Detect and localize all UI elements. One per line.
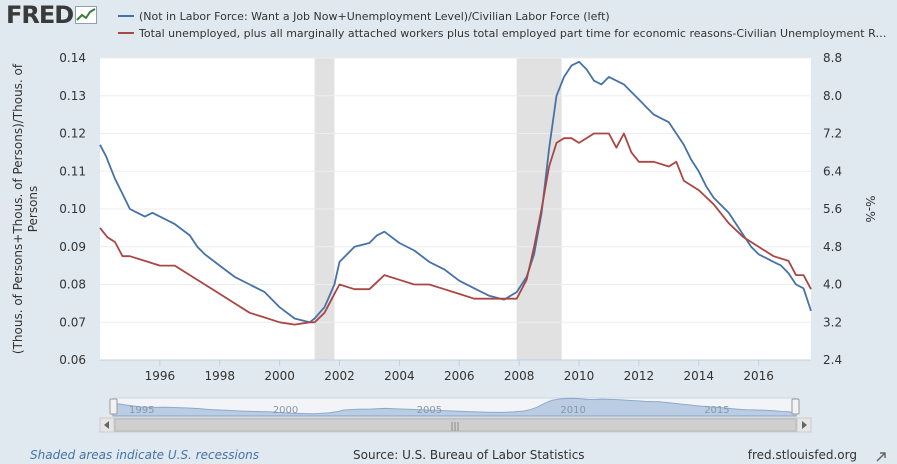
logo-graph-icon bbox=[75, 6, 98, 24]
navigator-year-label: 1995 bbox=[129, 405, 154, 416]
y-axis-left-label-line-1: (Thous. of Persons+Thous. of Persons)/Th… bbox=[11, 63, 25, 354]
fred-logo[interactable]: FRED bbox=[6, 1, 98, 29]
y-left-tick-label: 0.08 bbox=[59, 278, 86, 292]
y-left-tick-label: 0.13 bbox=[59, 89, 86, 103]
y-axis-left-label-line-2: Persons bbox=[26, 186, 40, 233]
range-navigator[interactable]: 1995 2000 2005 2010 2015 ||| bbox=[99, 397, 812, 433]
y-right-tick-label: 3.2 bbox=[823, 315, 842, 329]
x-tick-label: 2000 bbox=[264, 369, 295, 383]
y-right-tick-label: 5.6 bbox=[823, 202, 842, 216]
y-right-tick-label: 7.2 bbox=[823, 127, 842, 141]
y-axis-left-label: (Thous. of Persons+Thous. of Persons)/Th… bbox=[11, 63, 40, 354]
navigator-area bbox=[112, 397, 797, 417]
y-left-tick-label: 0.07 bbox=[59, 315, 86, 329]
scroll-left-arrow-icon bbox=[104, 421, 109, 429]
fred-url-link[interactable]: fred.stlouisfed.org bbox=[747, 448, 857, 462]
x-tick-label: 2014 bbox=[683, 369, 714, 383]
source-text: Source: U.S. Bureau of Labor Statistics bbox=[353, 448, 585, 462]
expand-icon[interactable] bbox=[875, 451, 887, 463]
y-left-tick-label: 0.09 bbox=[59, 240, 86, 254]
y-right-tick-label: 6.4 bbox=[823, 164, 842, 178]
y-left-tick-label: 0.10 bbox=[59, 202, 86, 216]
navigator-handle-right[interactable] bbox=[791, 398, 800, 415]
scrollbar-grip: ||| bbox=[450, 422, 459, 432]
series-line-2 bbox=[99, 132, 812, 326]
y-axis-right-label: %-% bbox=[863, 195, 877, 222]
y-right-tick-label: 4.8 bbox=[823, 240, 842, 254]
x-tick-label: 1998 bbox=[204, 369, 235, 383]
y-right-tick-label: 8.8 bbox=[823, 51, 842, 65]
legend-item-series-1[interactable]: (Not in Labor Force: Want a Job Now+Unem… bbox=[118, 8, 889, 24]
fred-logo-text: FRED bbox=[6, 1, 74, 29]
navigator-year-label: 2000 bbox=[273, 405, 298, 416]
navigator-handle-left[interactable] bbox=[109, 398, 118, 415]
y-left-tick-label: 0.11 bbox=[59, 164, 86, 178]
navigator-year-label: 2010 bbox=[560, 405, 585, 416]
x-tick-label: 2012 bbox=[624, 369, 655, 383]
chart: 0.06 0.07 0.08 0.09 0.10 0.11 0.12 0.13 0.14 2.4 3… bbox=[11, 51, 877, 433]
x-tick-label: 2008 bbox=[504, 369, 535, 383]
y-left-tick-label: 0.14 bbox=[59, 51, 86, 65]
legend-item-series-2[interactable]: Total unemployed, plus all marginally at… bbox=[118, 25, 889, 41]
y-right-tick-label: 8.0 bbox=[823, 89, 842, 103]
scrollbar-thumb[interactable] bbox=[114, 418, 797, 432]
axes: 0.06 0.07 0.08 0.09 0.10 0.11 0.12 0.13 0.14 2.4 3… bbox=[59, 51, 842, 383]
series-lines bbox=[99, 60, 812, 326]
navigator-year-label: 2005 bbox=[417, 405, 442, 416]
y-right-tick-label: 4.0 bbox=[823, 278, 842, 292]
y-right-tick-label: 2.4 bbox=[823, 353, 842, 367]
y-left-tick-label: 0.06 bbox=[59, 353, 86, 367]
navigator-year-label: 2015 bbox=[704, 405, 729, 416]
legend-swatch-series-1 bbox=[118, 15, 134, 17]
legend-swatch-series-2 bbox=[118, 32, 134, 34]
x-tick-label: 2010 bbox=[564, 369, 595, 383]
navigator-labels: 1995 2000 2005 2010 2015 bbox=[129, 405, 730, 416]
recession-note: Shaded areas indicate U.S. recessions bbox=[30, 448, 260, 462]
x-tick-label: 2006 bbox=[444, 369, 475, 383]
x-tick-label: 2002 bbox=[324, 369, 355, 383]
x-tick-label: 2004 bbox=[384, 369, 415, 383]
gridlines bbox=[100, 57, 811, 323]
y-left-tick-label: 0.12 bbox=[59, 127, 86, 141]
scroll-right-arrow-icon bbox=[802, 421, 807, 429]
x-tick-label: 1996 bbox=[145, 369, 176, 383]
x-tick-label: 2016 bbox=[743, 369, 774, 383]
